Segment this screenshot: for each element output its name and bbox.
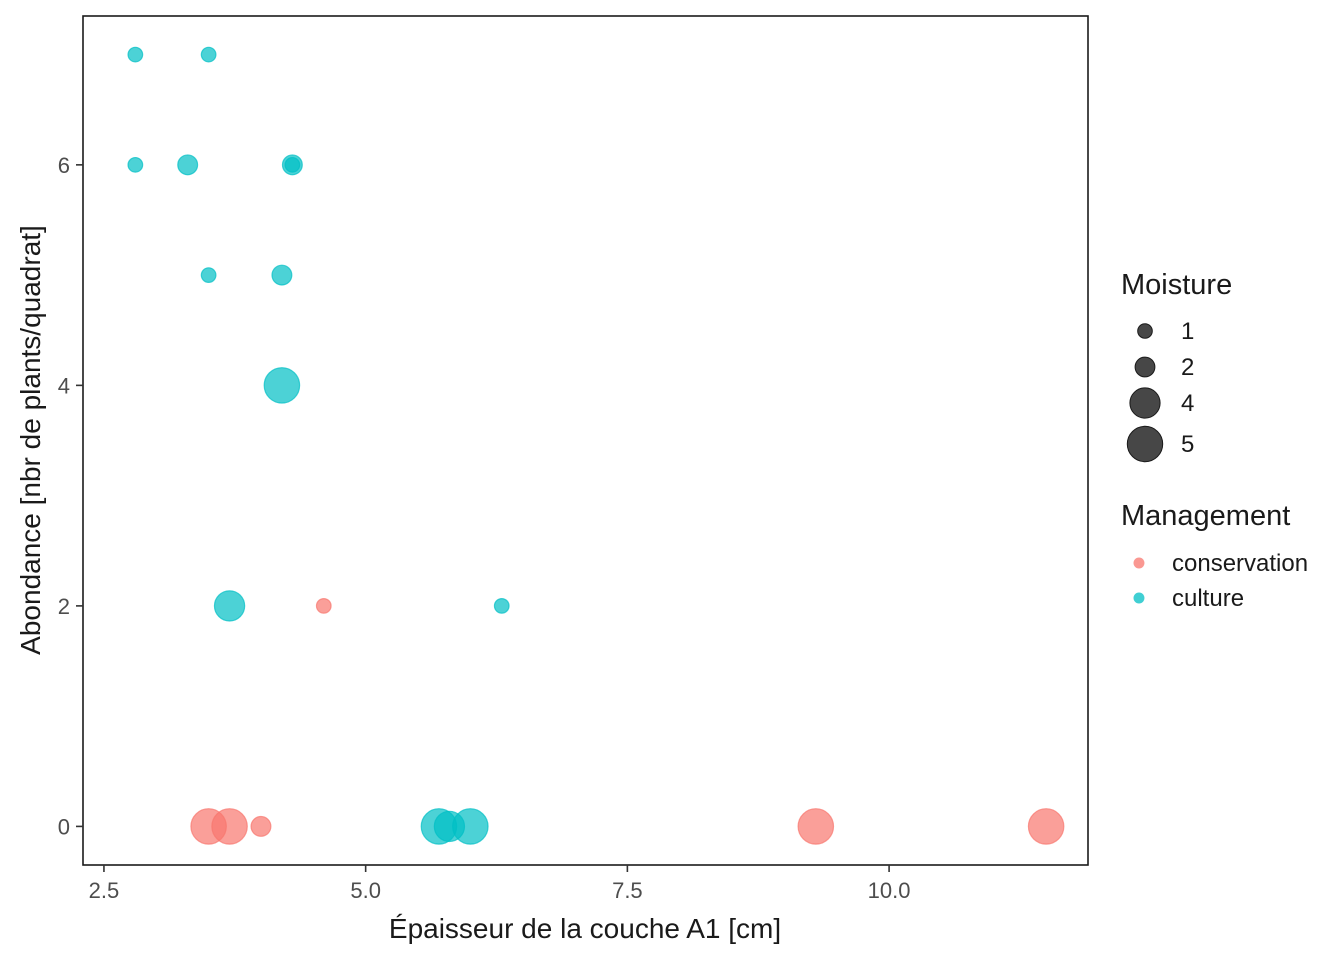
data-point-conservation-5 [315, 597, 332, 614]
moisture-legend: Moisture 1 2 4 5 [1121, 269, 1232, 463]
moisture-legend-label: 5 [1181, 431, 1194, 458]
data-point-culture-6 [200, 267, 217, 284]
x-tick-label: 10.0 [868, 878, 911, 903]
y-tick-label: 0 [58, 814, 70, 839]
moisture-legend-key-2 [1134, 356, 1156, 378]
data-points [127, 46, 1065, 845]
x-tick-label: 7.5 [612, 878, 643, 903]
y-tick-label: 6 [58, 153, 70, 178]
data-point-culture-3 [177, 154, 199, 176]
y-tick-label: 4 [58, 373, 70, 398]
management-legend: Management conservation culture [1121, 500, 1308, 612]
data-point-culture-7 [271, 264, 293, 286]
y-axis-ticks: 0 2 4 6 [58, 153, 83, 839]
data-point-culture-1 [200, 46, 217, 63]
management-legend-key-culture [1133, 592, 1145, 604]
data-point-culture-0 [127, 46, 144, 63]
x-axis-ticks: 2.5 5.0 7.5 10.0 [89, 865, 911, 903]
moisture-legend-label: 4 [1181, 390, 1194, 417]
moisture-legend-key-1 [1137, 323, 1153, 339]
x-axis-title: Épaisseur de la couche A1 [cm] [389, 913, 781, 944]
y-axis-title: Abondance [nbr de plants/quadrat] [15, 225, 46, 655]
plot-panel-border [82, 15, 1089, 866]
data-point-culture-9 [213, 590, 246, 622]
data-point-culture-8 [263, 367, 301, 404]
y-tick-label: 2 [58, 594, 70, 619]
x-tick-label: 2.5 [89, 878, 120, 903]
moisture-legend-key-5 [1126, 425, 1164, 463]
data-point-culture-10 [493, 597, 510, 614]
data-point-culture-5 [284, 156, 301, 173]
management-legend-title: Management [1121, 500, 1290, 532]
management-legend-key-conservation [1133, 557, 1145, 569]
management-legend-label: culture [1172, 585, 1244, 612]
data-point-culture-2 [127, 156, 144, 173]
data-point-conservation-4 [1027, 808, 1065, 845]
moisture-legend-label: 1 [1181, 318, 1194, 345]
moisture-legend-label: 2 [1181, 354, 1194, 381]
data-point-conservation-1 [211, 808, 248, 845]
data-point-culture-13 [452, 808, 489, 845]
x-tick-label: 5.0 [350, 878, 381, 903]
data-point-conservation-3 [797, 808, 835, 845]
management-legend-label: conservation [1172, 550, 1308, 577]
data-point-conservation-2 [250, 815, 272, 837]
moisture-legend-title: Moisture [1121, 269, 1232, 301]
moisture-legend-key-4 [1129, 387, 1161, 419]
